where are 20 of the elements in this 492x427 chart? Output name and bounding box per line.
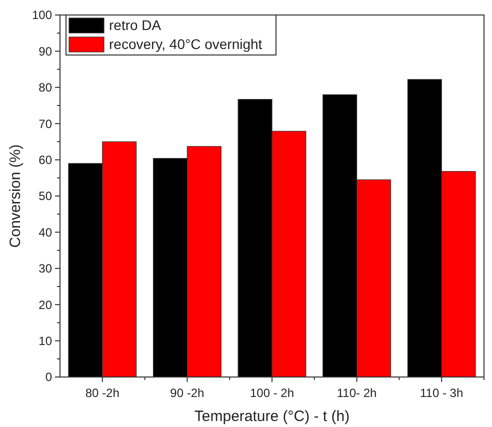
y-tick-label: 40 <box>38 225 52 240</box>
y-tick-label: 10 <box>38 334 52 348</box>
y-axis-title: Conversion (%) <box>7 144 24 248</box>
x-tick-label: 100 - 2h <box>250 386 294 400</box>
y-tick-label: 30 <box>38 262 52 276</box>
x-tick-label: 110 - 3h <box>420 386 464 400</box>
y-tick-label: 90 <box>38 44 52 58</box>
y-tick-label: 0 <box>45 370 52 384</box>
legend-label: retro DA <box>109 17 162 33</box>
y-tick-label: 80 <box>38 80 52 95</box>
y-tick-label: 60 <box>38 153 52 167</box>
y-tick-label: 100 <box>32 8 52 22</box>
x-tick-label: 80 -2h <box>85 386 120 400</box>
x-axis-title: Temperature (°C) - t (h) <box>194 408 350 425</box>
y-tick-label: 20 <box>38 298 52 312</box>
y-tick-label: 50 <box>38 189 52 204</box>
x-tick-label: 110- 2h <box>336 386 377 400</box>
y-tick-label: 70 <box>38 116 52 131</box>
x-tick-label: 90 -2h <box>170 386 204 400</box>
legend-label: recovery, 40°C overnight <box>109 36 262 52</box>
